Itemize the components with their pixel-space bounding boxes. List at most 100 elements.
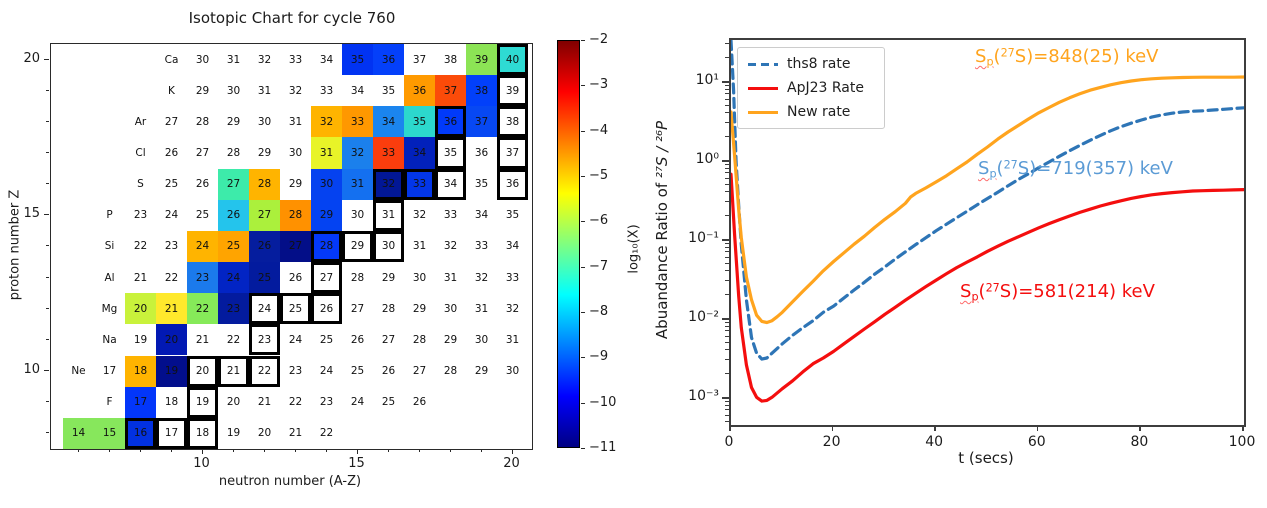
- right-y-axis-label: Abuandance Ratio of ²⁷S / ²⁶P: [653, 121, 671, 339]
- y-minor-tick: [725, 321, 729, 323]
- isotope-cell: 29: [195, 84, 210, 97]
- y-tick-label: 10: [23, 362, 40, 378]
- y-minor-tick: [725, 414, 729, 416]
- x-tick: [108, 449, 110, 452]
- element-label-Cl: Cl: [135, 147, 146, 159]
- isotope-cell: 30: [288, 147, 303, 159]
- isotope-cell: 28: [443, 365, 458, 378]
- y-minor-tick: [725, 177, 729, 179]
- annotation-sp: Sp: [975, 46, 994, 69]
- y-tick: [46, 432, 49, 434]
- x-tick-label: 0: [724, 434, 734, 450]
- isotope-cell: 38: [466, 75, 497, 107]
- isotope-cell: 19: [226, 427, 241, 440]
- isotope-cell: 28: [381, 302, 396, 315]
- isotope-cell: 23: [319, 396, 334, 409]
- isotope-cell: 37: [435, 75, 466, 107]
- y-minor-tick: [725, 167, 729, 169]
- curve-new-rate: [731, 75, 1244, 325]
- colorbar-tick: [581, 402, 585, 404]
- isotope-cell: 26: [350, 333, 365, 346]
- x-tick-label: 15: [348, 456, 365, 471]
- y-minor-tick: [725, 183, 729, 185]
- annotation-value: (27S)=848(25) keV: [993, 46, 1159, 67]
- right-x-axis-label: t (secs): [958, 449, 1014, 467]
- colorbar-tick-label: −2: [589, 32, 609, 47]
- x-tick-label: 80: [1130, 434, 1149, 450]
- y-tick-label: 10⁻³: [688, 388, 719, 404]
- isotope-cell: 19: [187, 386, 218, 418]
- isotope-cell: 30: [226, 84, 241, 97]
- isotope-cell: 28: [350, 271, 365, 284]
- x-tick: [201, 449, 203, 454]
- isotope-cell: 25: [280, 293, 311, 325]
- isotope-cell: 27: [164, 115, 179, 128]
- isotope-cell: 28: [412, 333, 427, 346]
- isotope-cell: 33: [404, 168, 435, 200]
- colorbar-tick: [581, 221, 585, 223]
- y-minor-tick: [725, 136, 729, 138]
- isotope-cell: 37: [497, 137, 528, 169]
- y-minor-tick: [725, 112, 729, 114]
- isotope-cell: 29: [474, 365, 489, 378]
- y-minor-tick: [725, 409, 729, 411]
- element-label-Ne: Ne: [71, 365, 86, 378]
- abundance-curves: [731, 40, 1244, 403]
- annotation: Sp(27S)=719(357) keV: [978, 158, 1173, 180]
- legend-entry: New rate: [748, 103, 874, 121]
- y-tick: [46, 307, 49, 309]
- isotope-cell: 24: [319, 365, 334, 378]
- y-tick: [722, 239, 729, 241]
- y-minor-tick: [725, 98, 729, 100]
- isotope-cell: 24: [164, 209, 179, 222]
- isotope-cell: 17: [156, 417, 187, 449]
- isotope-cell: 37: [466, 106, 497, 138]
- annotation-sp: Sp: [960, 281, 979, 304]
- isotope-cell: 25: [218, 230, 249, 263]
- isotope-cell: 32: [474, 271, 489, 284]
- x-tick-label: 20: [503, 456, 520, 471]
- isotope-cell: 26: [195, 178, 210, 191]
- element-label-K: K: [168, 84, 175, 97]
- abundance-plot-area: [729, 38, 1246, 427]
- y-minor-tick: [725, 57, 729, 59]
- isotope-cell: 20: [125, 293, 156, 325]
- isotope-cell: 31: [443, 271, 458, 284]
- left-x-axis-label: neutron number (A-Z): [218, 474, 362, 489]
- x-tick: [511, 449, 513, 454]
- y-minor-tick: [725, 341, 729, 343]
- y-tick: [46, 245, 49, 247]
- isotope-cell: 21: [156, 293, 187, 325]
- isotope-cell: 19: [133, 333, 148, 346]
- element-label-Si: Si: [104, 240, 115, 253]
- isotope-cell: 36: [404, 75, 435, 107]
- isotope-cell: 20: [226, 396, 241, 409]
- isotope-cell: 30: [350, 209, 365, 222]
- isotope-cell: 25: [164, 178, 179, 191]
- isotope-cell: 23: [249, 324, 280, 356]
- isotope-cell: 21: [288, 427, 303, 440]
- isotope-cell: 14: [63, 417, 94, 449]
- isotope-cell: 28: [249, 168, 280, 200]
- isotope-cell: 26: [164, 147, 179, 159]
- y-minor-tick: [725, 420, 729, 422]
- isotope-cell: 32: [443, 240, 458, 253]
- isotope-cell: 39: [466, 44, 497, 76]
- colorbar-tick-label: −6: [589, 213, 609, 229]
- y-minor-tick: [725, 256, 729, 258]
- y-tick: [44, 370, 49, 372]
- isotope-cell: 28: [226, 147, 241, 159]
- x-tick: [1139, 425, 1141, 431]
- colorbar-tick: [581, 85, 585, 87]
- isotope-cell: 35: [404, 106, 435, 138]
- isotope-cell: 36: [497, 168, 528, 200]
- isotope-cell: 29: [443, 333, 458, 346]
- left-chart-title: Isotopic Chart for cycle 760: [188, 9, 396, 27]
- y-minor-tick: [725, 373, 729, 375]
- annotation-sp: Sp: [978, 158, 997, 181]
- legend-label: New rate: [787, 104, 851, 120]
- colorbar-label: log₁₀(X): [626, 224, 642, 274]
- colorbar-tick: [581, 40, 585, 41]
- isotope-cell: 29: [257, 147, 272, 159]
